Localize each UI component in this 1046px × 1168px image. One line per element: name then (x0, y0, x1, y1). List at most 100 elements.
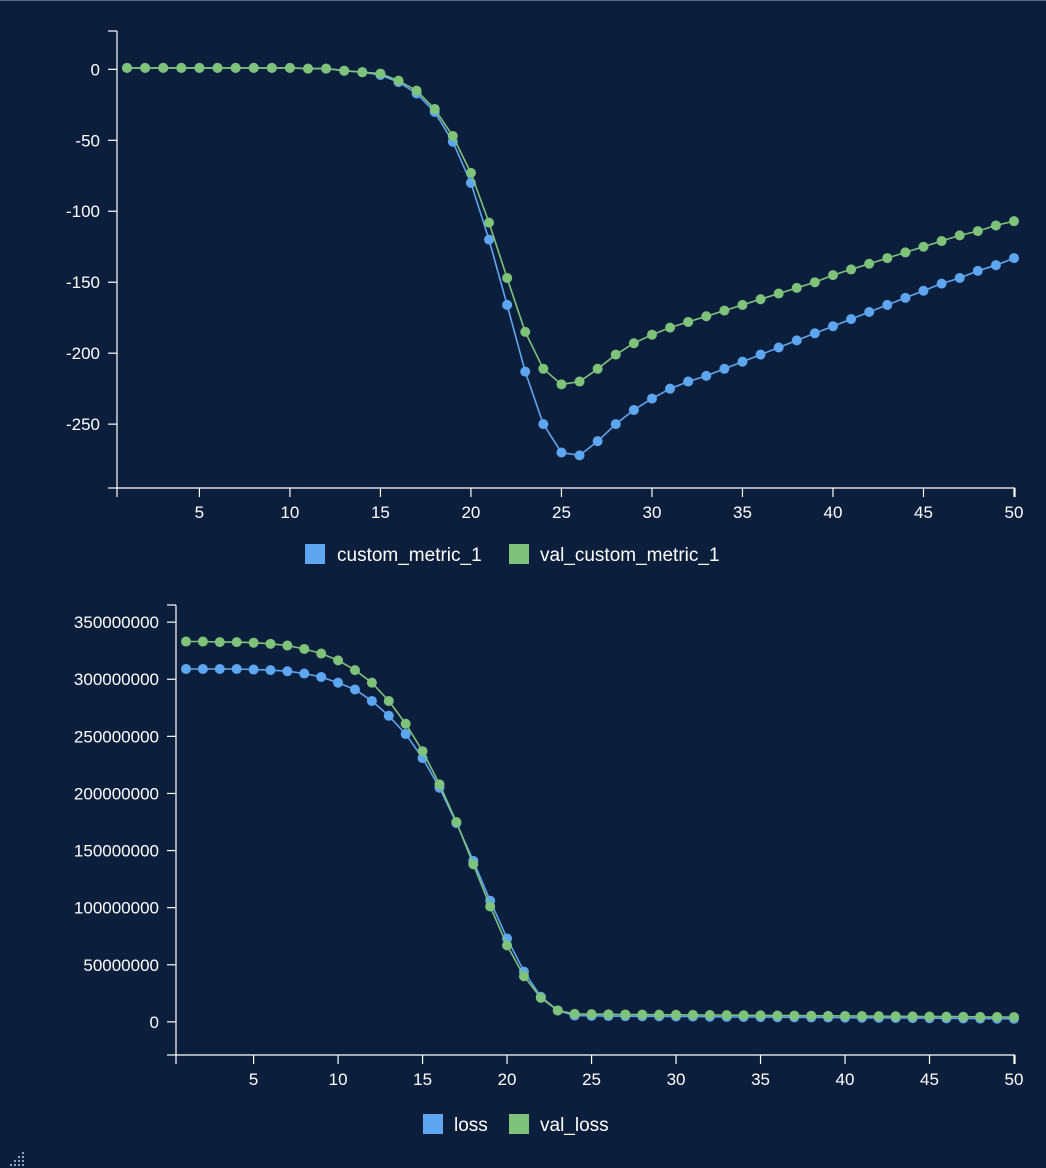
data-point (122, 62, 132, 73)
x-tick-label: 25 (552, 503, 571, 522)
chart-loss: 0 50000000 100000000 150000000 200000000 2500… (74, 604, 1023, 1136)
data-point (704, 1010, 715, 1021)
chart-custom-metric: 0 -50 -100 -150 -200 -250 5 10 15 20 25 30 35 40 45 50 c… (66, 30, 1023, 566)
data-point (637, 1009, 648, 1020)
legend-swatch (305, 544, 325, 564)
data-point (864, 307, 875, 318)
data-point (773, 288, 784, 299)
data-point (990, 220, 1001, 231)
data-point (646, 393, 657, 404)
y-tick-label: 0 (150, 1013, 159, 1032)
data-point (665, 322, 676, 333)
data-point (683, 316, 694, 327)
data-point (212, 62, 223, 73)
x-tick-label: 20 (461, 503, 480, 522)
data-point (773, 342, 784, 353)
data-point (620, 1009, 631, 1020)
data-point (806, 1010, 817, 1021)
data-point (451, 817, 462, 828)
data-point (610, 419, 621, 430)
data-point (266, 62, 277, 73)
y-tick-label: 350000000 (74, 613, 159, 632)
data-point (349, 684, 360, 695)
data-point (586, 1009, 597, 1020)
data-point (538, 419, 549, 430)
data-point (569, 1008, 580, 1019)
data-point (755, 1010, 766, 1021)
legend-swatch (423, 1114, 443, 1134)
data-point (936, 236, 947, 247)
data-point (941, 1011, 952, 1022)
data-point (907, 1011, 918, 1022)
data-point (181, 663, 191, 674)
data-point (158, 62, 169, 73)
y-tick-label: 300000000 (74, 670, 159, 689)
data-point (465, 167, 476, 178)
data-point (299, 643, 310, 654)
x-tick-label: 45 (920, 1070, 939, 1089)
data-point (840, 1010, 851, 1021)
data-point (721, 1010, 732, 1021)
data-point (936, 278, 947, 289)
data-point (411, 85, 422, 96)
data-point (654, 1009, 665, 1020)
data-point (882, 299, 893, 310)
data-point (248, 62, 259, 73)
resize-grip-icon[interactable] (0, 1142, 26, 1168)
data-point (349, 665, 360, 676)
data-point (248, 664, 259, 675)
data-point (383, 710, 394, 721)
y-tick-label: 150000000 (74, 842, 159, 861)
data-point (737, 299, 748, 310)
data-point (809, 328, 820, 339)
data-point (958, 1011, 969, 1022)
legend-label: loss (454, 1115, 488, 1136)
data-point (321, 63, 332, 74)
data-point (556, 379, 567, 390)
x-tick-label: 15 (371, 503, 390, 522)
data-point (972, 226, 983, 237)
data-point (628, 338, 639, 349)
data-point (789, 1010, 800, 1021)
data-point (214, 663, 225, 674)
data-point (538, 363, 549, 374)
data-point (683, 376, 694, 387)
data-point (282, 666, 293, 677)
x-tick-label: 10 (280, 503, 299, 522)
legend-label: val_loss (540, 1115, 609, 1136)
data-point (827, 321, 838, 332)
data-point (687, 1009, 698, 1020)
data-point (429, 104, 440, 115)
data-point (719, 363, 730, 374)
data-point (556, 447, 567, 458)
data-point (954, 272, 965, 283)
data-point (975, 1011, 986, 1022)
data-point (333, 655, 344, 666)
data-point (502, 940, 513, 951)
data-point (900, 247, 911, 258)
data-point (284, 62, 295, 73)
data-point (299, 668, 310, 679)
data-point (366, 695, 377, 706)
data-point (755, 349, 766, 360)
series-line-loss (186, 668, 1015, 1020)
data-point (592, 363, 603, 374)
data-point (791, 282, 802, 293)
x-tick-label: 10 (329, 1070, 348, 1089)
data-point (882, 253, 893, 264)
data-point (738, 1010, 749, 1021)
data-point (140, 62, 151, 73)
data-point (809, 277, 820, 288)
data-point (282, 640, 293, 651)
data-point (574, 376, 585, 387)
data-point (383, 695, 394, 706)
data-point (737, 356, 748, 367)
x-tick-label: 30 (667, 1070, 686, 1089)
data-point (924, 1011, 935, 1022)
y-tick-label: 0 (91, 60, 100, 79)
data-point (393, 75, 404, 86)
data-point (972, 265, 983, 276)
legend-label: custom_metric_1 (337, 545, 482, 566)
data-point (701, 370, 712, 381)
legend-swatch (509, 544, 529, 564)
